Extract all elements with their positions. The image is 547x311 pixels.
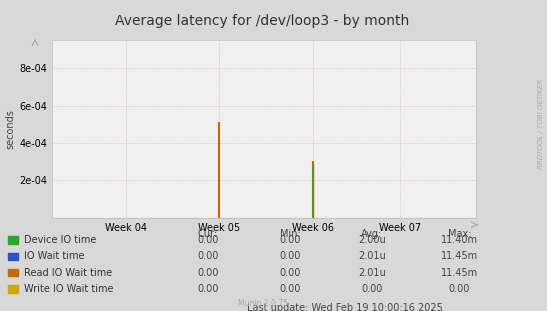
Text: Read IO Wait time: Read IO Wait time [24, 267, 112, 278]
Text: 11.45m: 11.45m [441, 267, 478, 278]
Text: Average latency for /dev/loop3 - by month: Average latency for /dev/loop3 - by mont… [115, 14, 410, 28]
Text: Last update: Wed Feb 19 10:00:16 2025: Last update: Wed Feb 19 10:00:16 2025 [247, 303, 443, 311]
Text: 0.00: 0.00 [279, 235, 301, 245]
Text: 0.00: 0.00 [279, 284, 301, 294]
Text: 0.00: 0.00 [197, 235, 219, 245]
Text: RRDTOOL / TOBI OETIKER: RRDTOOL / TOBI OETIKER [538, 79, 544, 169]
Text: Device IO time: Device IO time [24, 235, 96, 245]
Text: 0.00: 0.00 [361, 284, 383, 294]
Text: 0.00: 0.00 [449, 284, 470, 294]
Text: 0.00: 0.00 [197, 251, 219, 262]
Text: Min:: Min: [280, 229, 300, 239]
Text: 2.01u: 2.01u [358, 251, 386, 262]
Text: Cur:: Cur: [198, 229, 218, 239]
Text: 0.00: 0.00 [279, 267, 301, 278]
Text: Munin 2.0.75: Munin 2.0.75 [237, 299, 288, 308]
Y-axis label: seconds: seconds [5, 109, 15, 149]
Text: IO Wait time: IO Wait time [24, 251, 84, 262]
Text: 2.01u: 2.01u [358, 267, 386, 278]
Text: 11.45m: 11.45m [441, 251, 478, 262]
Text: 2.00u: 2.00u [358, 235, 386, 245]
Text: Avg:: Avg: [362, 229, 382, 239]
Text: Write IO Wait time: Write IO Wait time [24, 284, 113, 294]
Text: 0.00: 0.00 [279, 251, 301, 262]
Text: 11.40m: 11.40m [441, 235, 478, 245]
Text: Max:: Max: [448, 229, 471, 239]
Text: 0.00: 0.00 [197, 267, 219, 278]
Text: 0.00: 0.00 [197, 284, 219, 294]
